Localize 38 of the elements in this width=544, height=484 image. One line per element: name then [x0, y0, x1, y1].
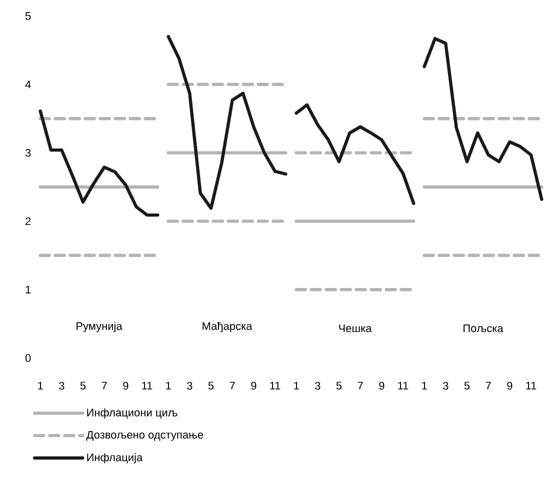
- x-tick-label: 11: [270, 382, 280, 390]
- text: Пољска: [464, 324, 504, 332]
- x-tick-label: 11: [398, 382, 408, 390]
- y-tick-label: 5: [25, 12, 31, 20]
- y-tick-label: 0: [25, 354, 31, 362]
- x-tick-label: 3: [187, 382, 192, 390]
- line-series: [38, 109, 160, 217]
- x-tick-label: 5: [208, 382, 214, 390]
- x-tick-label: 1: [38, 382, 43, 390]
- y-tick-label: 3: [25, 148, 31, 157]
- x-tick-label: 1: [422, 382, 427, 390]
- text: Мађарска: [202, 322, 252, 332]
- y-tick-label: 1: [26, 286, 31, 294]
- x-tick-label: 1: [294, 382, 299, 390]
- x-tick-label: 7: [358, 382, 363, 390]
- x-tick-label: 9: [123, 382, 128, 390]
- legend-label: Дозвољено одступање: [86, 430, 204, 441]
- y-tick-label: 4: [25, 80, 31, 88]
- x-tick-label: 7: [102, 382, 107, 390]
- x-tick-label: 1: [166, 382, 171, 390]
- x-tick-label: 5: [336, 382, 342, 390]
- x-tick-label: 9: [507, 382, 512, 390]
- x-tick-label: 7: [230, 382, 235, 390]
- x-tick-label: 5: [464, 382, 470, 390]
- legend-label: Инфлација: [87, 453, 143, 464]
- x-tick-label: 3: [443, 382, 448, 390]
- x-tick-label: 7: [486, 382, 491, 390]
- y-tick-label: 2: [26, 217, 31, 226]
- text: Румунија: [76, 322, 122, 332]
- x-tick-label: 11: [142, 382, 152, 390]
- x-tick-label: 5: [80, 382, 86, 390]
- x-tick-label: 9: [379, 382, 384, 390]
- legend-label: Инфлациони циљ: [87, 408, 178, 419]
- x-tick-label: 3: [59, 382, 64, 390]
- x-tick-label: 3: [315, 382, 320, 390]
- x-tick-label: 11: [526, 382, 536, 390]
- text: Чешка: [339, 324, 372, 332]
- x-tick-label: 9: [251, 382, 256, 390]
